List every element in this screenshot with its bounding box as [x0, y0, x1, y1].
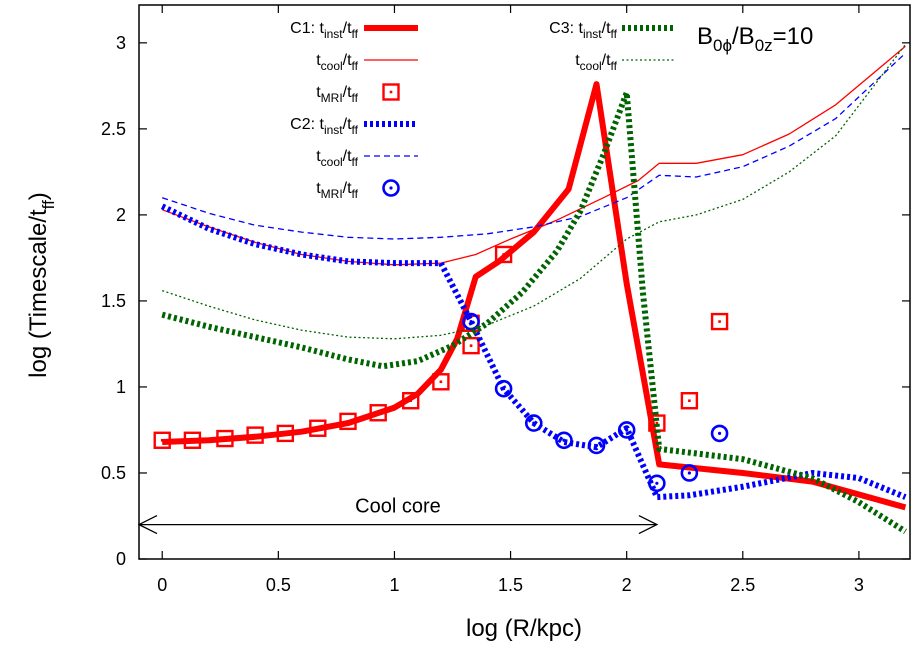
- series-c1-mri-point-dot: [160, 438, 164, 442]
- y-tick-label: 0: [116, 549, 126, 569]
- series-c2-mri-point-dot: [655, 481, 659, 485]
- series-c1-mri-point: [183, 431, 202, 449]
- series-c2-mri-point: [555, 431, 573, 450]
- legend-label-c3-inst: C3: tinst/tff: [549, 20, 617, 41]
- series-c1-mri-point-dot: [718, 320, 721, 323]
- legend-swatch-c2-mri-dot: [389, 186, 393, 190]
- series-c1-mri-point: [276, 424, 295, 443]
- series-c1-mri-point-dot: [316, 426, 320, 430]
- series-c1-mri-point-dot: [469, 344, 473, 347]
- series-c2-mri-point-dot: [625, 428, 629, 432]
- bfield-ratio-label: B0ϕ/B0z=10: [697, 23, 813, 55]
- x-tick-label: 0.5: [266, 575, 291, 595]
- plot-frame: [138, 4, 911, 560]
- legend-swatch-c2-mri: [382, 179, 400, 197]
- series-c1-mri-point-dot: [253, 433, 257, 437]
- series-c1-mri-point-dot: [284, 432, 287, 435]
- y-tick-label: 0.5: [101, 463, 126, 483]
- legend-label-c1-cool: tcool/tff: [316, 52, 358, 73]
- x-tick-label: 1.5: [498, 575, 523, 595]
- series-c1-inst-line: [162, 81, 907, 511]
- series-c1-mri-point: [339, 412, 357, 431]
- x-tick-label: 1: [389, 575, 399, 595]
- legend-swatch-c1-mri: [382, 83, 400, 101]
- series-c1-mri-point-dot: [655, 421, 659, 425]
- series-c1-mri-point: [680, 392, 699, 410]
- series-c2-mri-point-dot: [501, 387, 506, 391]
- x-tick-label: 0: [157, 575, 167, 595]
- series-c1-mri-point: [432, 373, 450, 391]
- legend-label-c2-inst: C2: tinst/tff: [290, 116, 358, 137]
- legend-label-c1-mri: tMRI/tff: [316, 84, 358, 105]
- series-c1-mri-point-dot: [688, 399, 691, 403]
- series-c1-mri-point: [402, 392, 420, 410]
- series-layer: [153, 44, 907, 535]
- x-tick-label: 3: [854, 575, 864, 595]
- series-c2-mri-point: [587, 436, 606, 455]
- series-c2-mri-point-dot: [469, 319, 473, 324]
- y-tick-label: 1: [116, 377, 126, 397]
- series-c2-mri-point: [494, 379, 513, 398]
- series-c2-mri-point: [617, 421, 636, 439]
- legend-label-c1-inst: C1: tinst/tff: [290, 20, 358, 41]
- series-c2-mri-point: [648, 474, 666, 493]
- series-c1-mri-point-dot: [223, 437, 227, 440]
- y-tick-label: 2.5: [101, 119, 126, 139]
- legend-label-c2-mri: tMRI/tff: [316, 180, 358, 201]
- y-tick-label: 3: [116, 33, 126, 53]
- series-c1-mri-point: [462, 336, 480, 355]
- series-c1-mri-point-dot: [376, 411, 380, 415]
- series-c1-mri-point: [309, 419, 327, 437]
- series-c2-mri-point-dot: [687, 471, 691, 475]
- series-c1-mri-point-dot: [409, 399, 413, 403]
- series-c2-mri-point: [524, 414, 543, 432]
- y-axis-label: log (Timescale/tff): [25, 192, 58, 378]
- series-c1-mri-point: [216, 429, 234, 448]
- y-tick-label: 1.5: [101, 291, 126, 311]
- cool-core-label: Cool core: [355, 496, 441, 518]
- x-tick-label: 2.5: [730, 575, 755, 595]
- y-tick-label: 2: [116, 205, 126, 225]
- series-c1-mri-point-dot: [439, 380, 443, 384]
- series-c1-mri-point-dot: [346, 420, 350, 423]
- cool-core-annotation: Cool core: [139, 496, 657, 525]
- series-c1-mri-point-dot: [191, 438, 194, 442]
- legend: C1: tinst/tff tcool/tff tMRI/tff C2: tinst/…: [290, 20, 676, 201]
- legend-label-c3-cool: tcool/tff: [575, 52, 617, 73]
- series-c1-mri-point: [153, 431, 171, 449]
- y-axis: 0 0.5 1 1.5 2 2.5 3: [101, 33, 910, 569]
- series-c3-cool-line: [161, 44, 906, 340]
- x-tick-label: 2: [622, 575, 632, 595]
- series-c3-inst-line: [161, 89, 907, 535]
- series-c2-mri-point: [710, 424, 729, 443]
- series-c2-mri-point: [680, 464, 699, 482]
- series-c1-mri-point: [494, 245, 513, 264]
- x-axis: 0 0.5 1 1.5 2 2.5 3: [157, 5, 864, 595]
- legend-label-c2-cool: tcool/tff: [316, 148, 358, 169]
- series-c2-mri-point-dot: [594, 443, 599, 448]
- series-c2-mri-point-dot: [562, 438, 566, 442]
- series-c2-mri-point-dot: [717, 431, 722, 436]
- series-c1-mri-point: [369, 404, 387, 422]
- series-c1-mri-point: [246, 426, 264, 444]
- x-axis-label: log (R/kpc): [466, 615, 582, 642]
- legend-swatch-c1-mri-dot: [389, 90, 393, 94]
- series-c1-mri-point: [710, 312, 729, 331]
- series-c2-mri-point-dot: [532, 421, 536, 425]
- series-c1-mri-point-dot: [502, 253, 505, 256]
